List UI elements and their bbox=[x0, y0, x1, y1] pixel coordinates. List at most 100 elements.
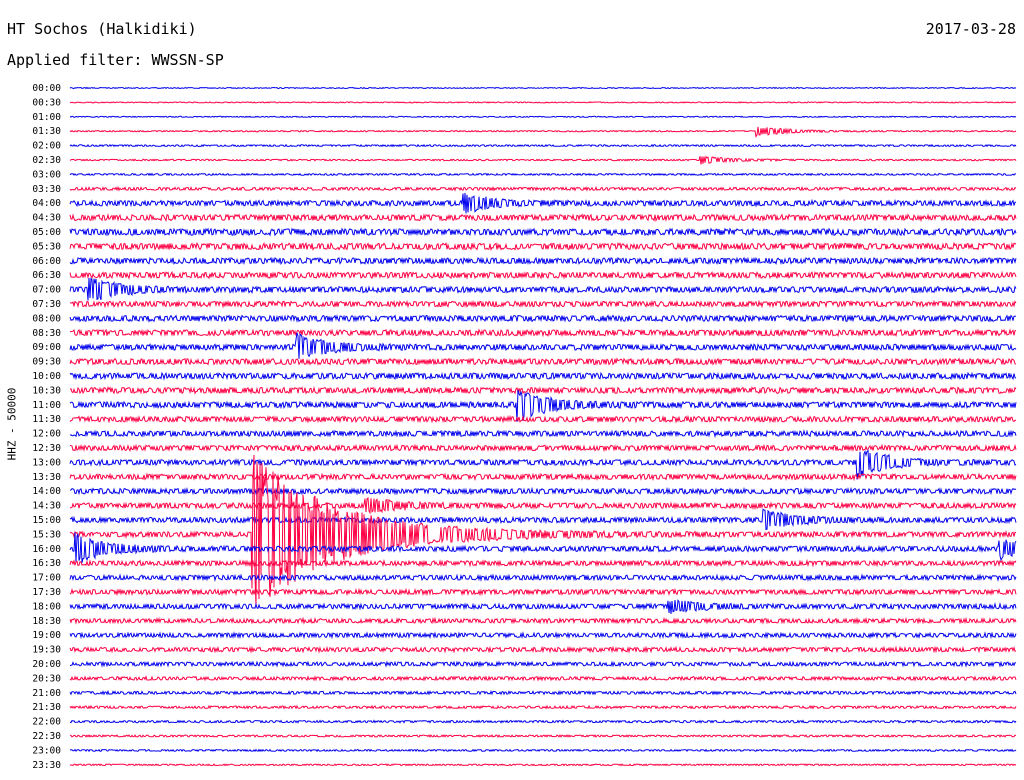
row-time-label: 00:00 bbox=[32, 83, 61, 94]
record-date: 2017-03-28 bbox=[925, 20, 1016, 38]
trace-line bbox=[69, 371, 1017, 381]
row-time-label: 06:00 bbox=[32, 256, 61, 267]
row-time-label: 19:00 bbox=[32, 630, 61, 641]
row-time-label: 05:00 bbox=[32, 227, 61, 238]
trace-line bbox=[69, 256, 1017, 266]
trace-line bbox=[69, 675, 1017, 682]
trace-line bbox=[69, 616, 1017, 625]
row-time-label: 22:00 bbox=[32, 717, 61, 728]
trace-line bbox=[69, 508, 1017, 530]
trace-line bbox=[69, 429, 1017, 439]
trace-line bbox=[69, 414, 1017, 424]
trace-line bbox=[69, 573, 1017, 582]
row-time-label: 10:30 bbox=[32, 385, 61, 396]
row-time-label: 09:00 bbox=[32, 342, 61, 353]
trace-line bbox=[69, 385, 1017, 395]
row-time-label: 02:00 bbox=[32, 141, 61, 152]
trace-line bbox=[69, 443, 1017, 453]
row-time-label: 09:30 bbox=[32, 357, 61, 368]
trace-line bbox=[69, 270, 1017, 280]
trace-line bbox=[69, 155, 1017, 165]
row-time-label: 13:00 bbox=[32, 457, 61, 468]
row-time-label: 14:30 bbox=[32, 501, 61, 512]
trace-line bbox=[69, 631, 1017, 640]
trace-line bbox=[69, 328, 1017, 338]
row-time-label: 02:30 bbox=[32, 155, 61, 166]
row-time-label: 00:30 bbox=[32, 97, 61, 108]
trace-line bbox=[69, 719, 1017, 724]
row-time-label: 18:30 bbox=[32, 616, 61, 627]
row-time-label: 11:30 bbox=[32, 414, 61, 425]
row-time-label: 05:30 bbox=[32, 241, 61, 252]
row-time-label: 17:00 bbox=[32, 573, 61, 584]
trace-line bbox=[69, 277, 1017, 301]
trace-line bbox=[69, 143, 1017, 148]
row-time-label: 04:00 bbox=[32, 198, 61, 209]
trace-line bbox=[69, 299, 1017, 309]
trace-line bbox=[69, 332, 1017, 359]
row-time-label: 15:00 bbox=[32, 515, 61, 526]
trace-line bbox=[69, 357, 1017, 366]
row-time-label: 12:30 bbox=[32, 443, 61, 454]
row-time-label: 16:00 bbox=[32, 544, 61, 555]
row-time-label: 16:30 bbox=[32, 558, 61, 569]
row-time-label: 11:00 bbox=[32, 400, 61, 411]
row-time-label: 20:30 bbox=[32, 673, 61, 684]
trace-line bbox=[69, 472, 1017, 482]
row-time-label: 22:30 bbox=[32, 731, 61, 742]
trace-line bbox=[69, 192, 1016, 214]
trace-line bbox=[69, 185, 1017, 192]
trace-line bbox=[69, 86, 1017, 90]
trace-line bbox=[69, 587, 1017, 597]
row-time-label: 13:30 bbox=[32, 472, 61, 483]
trace-line bbox=[69, 213, 1017, 223]
row-time-label: 04:30 bbox=[32, 213, 61, 224]
trace-line bbox=[69, 558, 1017, 568]
row-time-label: 21:00 bbox=[32, 688, 61, 699]
trace-line bbox=[69, 599, 1017, 615]
trace-line bbox=[69, 496, 1017, 515]
row-time-label: 06:30 bbox=[32, 270, 61, 281]
trace-line bbox=[70, 101, 1016, 104]
trace-line bbox=[69, 227, 1017, 237]
row-time-label: 07:00 bbox=[32, 285, 61, 296]
row-time-label: 10:00 bbox=[32, 371, 61, 382]
row-time-label: 19:30 bbox=[32, 645, 61, 656]
row-time-label: 23:30 bbox=[32, 760, 61, 771]
row-time-label: 03:30 bbox=[32, 184, 61, 195]
trace-line bbox=[69, 532, 1017, 563]
trace-line bbox=[69, 486, 1017, 496]
row-time-label: 07:30 bbox=[32, 299, 61, 310]
station-title: HT Sochos (Halkidiki) bbox=[7, 20, 197, 38]
trace-line bbox=[69, 126, 1017, 138]
trace-line bbox=[69, 241, 1017, 252]
trace-line bbox=[69, 748, 1017, 753]
trace-line bbox=[69, 115, 1017, 118]
trace-line bbox=[69, 645, 1017, 654]
trace-line bbox=[69, 449, 1017, 480]
trace-line bbox=[69, 689, 1017, 696]
row-time-label: 08:30 bbox=[32, 328, 61, 339]
row-time-label: 14:00 bbox=[32, 486, 61, 497]
row-time-label: 20:00 bbox=[32, 659, 61, 670]
row-time-label: 21:30 bbox=[32, 702, 61, 713]
row-time-label: 01:30 bbox=[32, 126, 61, 137]
row-time-label: 23:00 bbox=[32, 745, 61, 756]
trace-line bbox=[69, 763, 1017, 767]
row-time-label: 01:00 bbox=[32, 112, 61, 123]
row-time-label: 08:00 bbox=[32, 313, 61, 324]
trace-line bbox=[69, 734, 1017, 739]
filter-label: Applied filter: WWSSN-SP bbox=[7, 51, 224, 69]
trace-line bbox=[69, 389, 1017, 422]
trace-line bbox=[69, 313, 1017, 323]
row-time-label: 18:00 bbox=[32, 601, 61, 612]
trace-line bbox=[69, 454, 1017, 607]
row-time-label: 03:00 bbox=[32, 169, 61, 180]
trace-line bbox=[69, 660, 1017, 668]
row-time-label: 17:30 bbox=[32, 587, 61, 598]
row-time-label: 12:00 bbox=[32, 429, 61, 440]
trace-line bbox=[69, 172, 1016, 177]
row-time-label: 15:30 bbox=[32, 529, 61, 540]
trace-line bbox=[69, 704, 1017, 710]
